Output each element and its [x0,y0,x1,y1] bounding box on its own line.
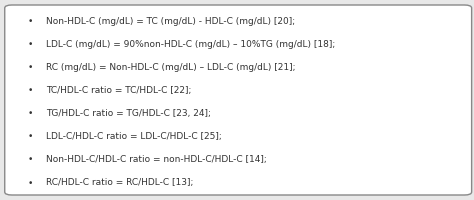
Text: •: • [28,109,34,118]
Text: TC/HDL-C ratio = TC/HDL-C [22];: TC/HDL-C ratio = TC/HDL-C [22]; [46,86,192,95]
Text: •: • [28,179,34,188]
Text: Non-HDL-C/HDL-C ratio = non-HDL-C/HDL-C [14];: Non-HDL-C/HDL-C ratio = non-HDL-C/HDL-C … [46,155,267,164]
Text: RC (mg/dL) = Non-HDL-C (mg/dL) – LDL-C (mg/dL) [21];: RC (mg/dL) = Non-HDL-C (mg/dL) – LDL-C (… [46,63,296,72]
FancyBboxPatch shape [5,5,472,195]
Text: •: • [28,86,34,95]
Text: RC/HDL-C ratio = RC/HDL-C [13];: RC/HDL-C ratio = RC/HDL-C [13]; [46,179,194,188]
Text: •: • [28,63,34,72]
Text: TG/HDL-C ratio = TG/HDL-C [23, 24];: TG/HDL-C ratio = TG/HDL-C [23, 24]; [46,109,211,118]
Text: •: • [28,132,34,141]
Text: •: • [28,17,34,25]
Text: LDL-C/HDL-C ratio = LDL-C/HDL-C [25];: LDL-C/HDL-C ratio = LDL-C/HDL-C [25]; [46,132,222,141]
Text: Non-HDL-C (mg/dL) = TC (mg/dL) - HDL-C (mg/dL) [20];: Non-HDL-C (mg/dL) = TC (mg/dL) - HDL-C (… [46,17,296,25]
Text: LDL-C (mg/dL) = 90%non-HDL-C (mg/dL) – 10%TG (mg/dL) [18];: LDL-C (mg/dL) = 90%non-HDL-C (mg/dL) – 1… [46,40,336,49]
Text: •: • [28,155,34,164]
Text: •: • [28,40,34,49]
